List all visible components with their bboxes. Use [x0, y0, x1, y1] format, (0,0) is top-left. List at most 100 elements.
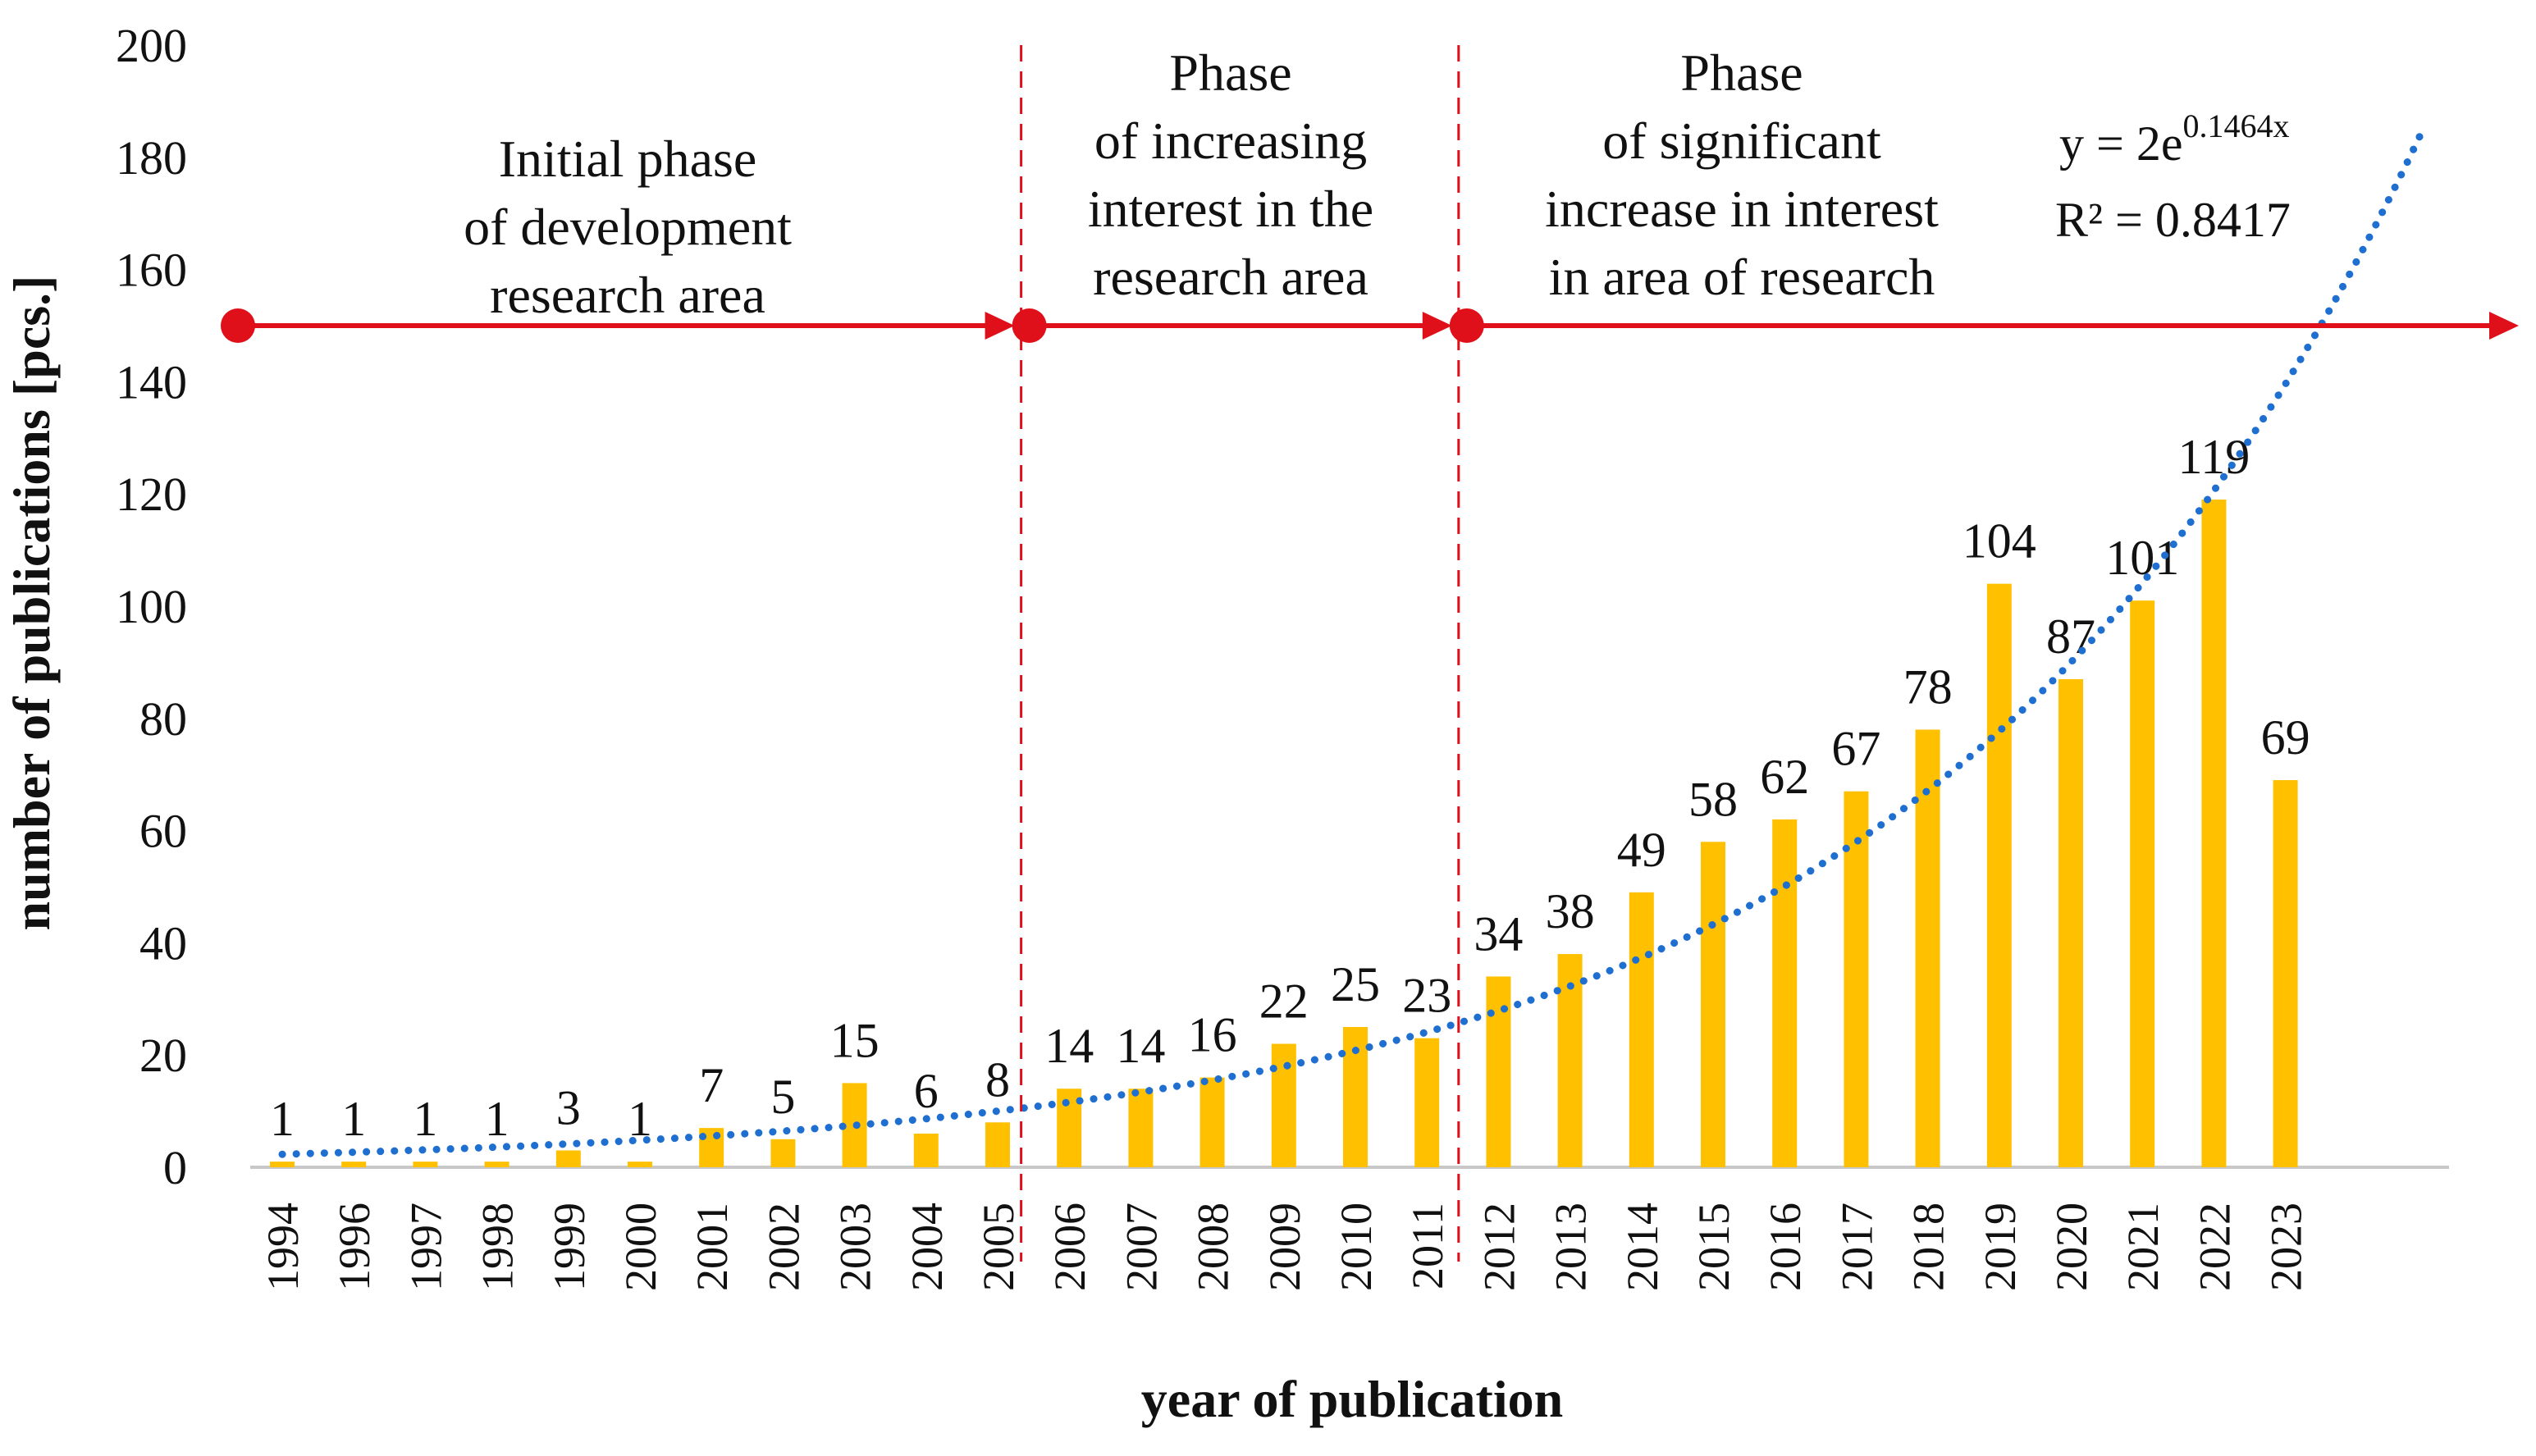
- bar-2016: [1772, 819, 1798, 1167]
- x-tick-label: 1999: [545, 1203, 594, 1291]
- phase-3-label-line: Phase: [1680, 43, 1803, 102]
- data-label-2020: 87: [2046, 609, 2095, 664]
- data-label-2017: 67: [1831, 722, 1880, 776]
- data-label-2010: 25: [1331, 957, 1380, 1011]
- x-tick-label: 2008: [1189, 1203, 1238, 1291]
- y-axis-title: number of publications [pcs.]: [2, 276, 61, 931]
- data-label-2015: 58: [1688, 772, 1738, 826]
- trendline: [278, 129, 2425, 1158]
- data-label-2009: 22: [1259, 974, 1309, 1029]
- x-tick-label: 2021: [2118, 1203, 2168, 1291]
- bars: [270, 500, 2298, 1167]
- x-tick-label: 1998: [473, 1203, 523, 1291]
- y-tick-label: 140: [116, 355, 187, 409]
- phase-2-label-line: Phase: [1169, 43, 1291, 102]
- x-tick-label: 2002: [759, 1203, 808, 1291]
- phase-start-dot-1: [221, 308, 255, 343]
- bar-2022: [2201, 500, 2227, 1167]
- bar-1998: [484, 1162, 509, 1167]
- x-axis-ticks: 1994 1996 1997 1998 1999 2000 2001 2002 2003 2004…: [258, 1203, 2311, 1291]
- phase-arrowhead-2: [1422, 312, 1452, 340]
- phase-3-label-line: in area of research: [1549, 248, 1935, 306]
- data-label-2005: 8: [985, 1052, 1010, 1107]
- phase-3-label-line: increase in interest: [1545, 180, 1939, 238]
- x-tick-label: 1996: [330, 1203, 379, 1291]
- phase-labels: Initial phase of development research area…: [464, 43, 1939, 324]
- bar-2015: [1701, 842, 1725, 1167]
- x-tick-label: 2003: [831, 1203, 880, 1291]
- y-tick-label: 160: [116, 244, 187, 297]
- y-tick-label: 0: [163, 1141, 187, 1194]
- phase-start-dot-3: [1449, 308, 1484, 343]
- bar-2012: [1486, 976, 1511, 1167]
- x-tick-label: 2023: [2262, 1203, 2311, 1291]
- x-tick-label: 2007: [1117, 1203, 1166, 1291]
- x-tick-label: 2018: [1904, 1203, 1953, 1291]
- bar-2007: [1128, 1089, 1154, 1167]
- x-tick-label: 2004: [902, 1203, 952, 1291]
- phase-arrows: [221, 308, 2519, 343]
- y-tick-label: 80: [139, 692, 187, 746]
- bar-2009: [1271, 1043, 1296, 1167]
- x-tick-label: 2017: [1832, 1203, 1881, 1291]
- y-tick-label: 100: [116, 580, 187, 633]
- data-label-2013: 38: [1546, 884, 1595, 938]
- y-tick-label: 60: [139, 805, 187, 858]
- bar-2019: [1986, 583, 2012, 1167]
- x-tick-label: 2001: [688, 1203, 737, 1291]
- phase-2-label-line: interest in the: [1088, 180, 1373, 238]
- x-axis-title: year of publication: [1141, 1370, 1563, 1428]
- data-label-1994: 1: [270, 1092, 295, 1146]
- phase-1-label-line: of development: [464, 198, 792, 256]
- data-label-2004: 6: [914, 1064, 939, 1118]
- x-tick-label: 2019: [1976, 1203, 2025, 1291]
- data-label-2008: 16: [1188, 1008, 1237, 1062]
- bar-1999: [555, 1150, 581, 1167]
- y-tick-label: 120: [116, 468, 187, 521]
- x-tick-label: 2016: [1761, 1203, 1810, 1291]
- data-label-1996: 1: [341, 1092, 366, 1146]
- x-tick-label: 2014: [1618, 1203, 1667, 1291]
- phase-start-dot-2: [1012, 308, 1047, 343]
- x-tick-label: 2013: [1547, 1203, 1596, 1291]
- bar-1994: [270, 1162, 295, 1167]
- x-tick-label: 2006: [1045, 1203, 1094, 1291]
- bar-2005: [985, 1122, 1010, 1167]
- bar-2004: [913, 1133, 939, 1167]
- data-label-1998: 1: [485, 1092, 509, 1146]
- y-tick-label: 180: [116, 131, 187, 185]
- bar-2020: [2059, 678, 2083, 1167]
- data-label-2011: 23: [1402, 969, 1451, 1023]
- bar-2017: [1844, 791, 1869, 1167]
- data-label-2012: 34: [1474, 906, 1523, 961]
- x-tick-label: 2010: [1332, 1203, 1381, 1291]
- bar-2002: [770, 1139, 796, 1167]
- data-label-2023: 69: [2261, 710, 2310, 765]
- bar-1997: [413, 1162, 438, 1167]
- bar-1996: [341, 1162, 367, 1167]
- phase-dividers: [1020, 45, 1460, 1262]
- data-label-1999: 3: [556, 1080, 581, 1134]
- x-tick-label: 2005: [974, 1203, 1023, 1291]
- data-label-2003: 15: [830, 1013, 880, 1067]
- data-label-2019: 104: [1963, 514, 2036, 568]
- bar-2011: [1414, 1038, 1440, 1167]
- data-label-2021: 101: [2105, 531, 2179, 585]
- trend-equation-base: y = 2e: [2059, 116, 2182, 171]
- trend-r-squared: R² = 0.8417: [2055, 193, 2291, 247]
- data-label-2002: 5: [770, 1070, 795, 1124]
- phase-3-label-line: of significant: [1602, 112, 1881, 170]
- y-tick-label: 200: [116, 19, 187, 72]
- data-label-2001: 7: [699, 1058, 724, 1112]
- x-tick-label: 2022: [2190, 1203, 2239, 1291]
- trend-equation: y = 2e0.1464x: [2059, 107, 2289, 171]
- x-tick-label: 2011: [1403, 1203, 1452, 1289]
- x-tick-label: 2020: [2047, 1203, 2096, 1291]
- phase-1-label-line: Initial phase: [499, 130, 757, 188]
- phase-arrowhead-1: [985, 312, 1015, 340]
- bar-2023: [2273, 780, 2298, 1167]
- x-tick-label: 2015: [1689, 1203, 1739, 1291]
- phase-arrowhead-3: [2489, 312, 2519, 340]
